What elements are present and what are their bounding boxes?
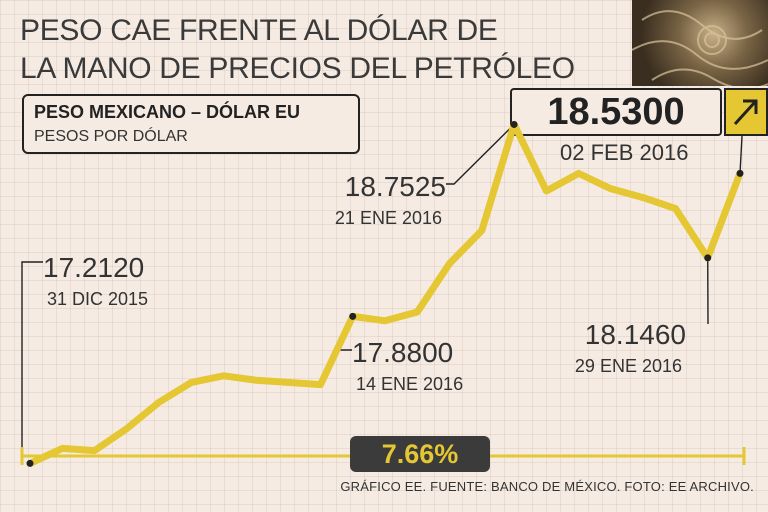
legend-units: PESOS POR DÓLAR	[34, 128, 188, 145]
data-point-marker	[704, 254, 712, 262]
change-percent: 7.66%	[381, 439, 459, 469]
data-point-marker	[736, 169, 744, 177]
annotation-labels: 17.2120 31 DIC 2015 17.8800 14 ENE 2016 18.7…	[43, 171, 686, 394]
data-markers	[26, 120, 744, 467]
current-value: 18.5300	[547, 91, 685, 133]
annotation-date-label: 31 DIC 2015	[47, 289, 148, 309]
change-percent-badge: 7.66%	[350, 436, 490, 472]
current-value-box: 18.5300	[510, 88, 722, 136]
legend-series-name: PESO MEXICANO – DÓLAR EU	[34, 102, 301, 122]
title-line-2: LA MANO DE PRECIOS DEL PETRÓLEO	[20, 52, 575, 85]
annotation-leader-line	[739, 135, 743, 174]
arrow-up-right-icon	[724, 88, 768, 136]
annotation-date-label: 14 ENE 2016	[356, 374, 463, 394]
annotation-leader-line	[21, 261, 43, 464]
annotation-date-label: 21 ENE 2016	[335, 208, 442, 228]
annotation-value-label: 17.2120	[43, 252, 144, 283]
annotation-value-label: 18.7525	[345, 171, 446, 202]
data-point-marker	[349, 312, 357, 320]
series-line	[26, 120, 744, 467]
data-point-marker	[26, 459, 34, 467]
annotation-value-label: 17.8800	[352, 337, 453, 368]
data-point-marker	[510, 120, 518, 128]
current-date: 02 FEB 2016	[560, 140, 689, 165]
arrow-up-right-glyph	[733, 99, 758, 126]
chart-title: PESO CAE FRENTE AL DÓLAR DE LA MANO DE P…	[20, 12, 600, 88]
title-line-1: PESO CAE FRENTE AL DÓLAR DE	[20, 14, 498, 47]
source-credit: GRÁFICO EE. FUENTE: BANCO DE MÉXICO. FOT…	[340, 479, 754, 494]
annotation-value-label: 18.1460	[585, 319, 686, 350]
archive-photo	[632, 0, 768, 86]
annotation-date-label: 29 ENE 2016	[575, 356, 682, 376]
annotation-leaders	[21, 123, 743, 464]
photo-texture	[632, 10, 768, 86]
legend-box: PESO MEXICANO – DÓLAR EU PESOS POR DÓLAR	[22, 94, 360, 154]
annotation-leader-line	[446, 123, 515, 185]
